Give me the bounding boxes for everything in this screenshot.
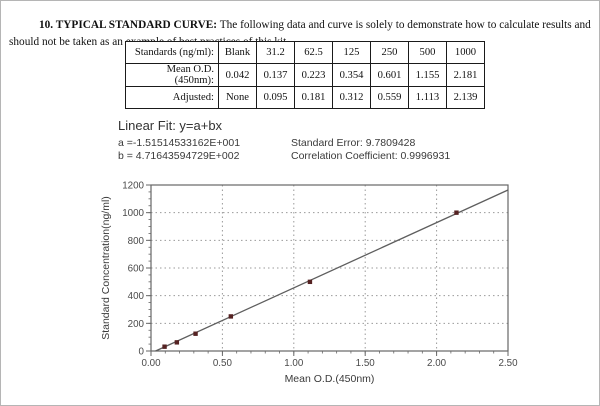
linear-fit-block: Linear Fit: y=a+bx a =-1.51514533162E+00…	[118, 118, 518, 163]
table-cell: None	[218, 86, 257, 109]
table-cell: 0.137	[256, 63, 295, 87]
svg-text:800: 800	[128, 236, 145, 247]
row-label: Standards (ng/ml):	[125, 41, 219, 64]
table-cell: Blank	[218, 41, 257, 64]
svg-text:2.50: 2.50	[498, 358, 518, 369]
standard-error: Standard Error: 9.7809428	[291, 137, 416, 149]
section-paragraph: 10. TYPICAL STANDARD CURVE: The followin…	[9, 17, 595, 50]
svg-text:0.00: 0.00	[141, 358, 161, 369]
row-label: Mean O.D.(450nm):	[125, 63, 219, 87]
svg-text:1200: 1200	[122, 181, 144, 192]
table-cell: 31.2	[256, 41, 295, 64]
svg-text:1000: 1000	[122, 208, 144, 219]
svg-text:400: 400	[128, 291, 145, 302]
coefficient-a: a =-1.51514533162E+001	[118, 137, 241, 149]
standards-table: Standards (ng/ml): Blank 31.2 62.5 125 2…	[125, 41, 485, 109]
table-cell: 2.181	[446, 63, 485, 87]
table-cell: 0.559	[370, 86, 409, 109]
table-cell: 0.601	[370, 63, 409, 87]
row-label: Adjusted:	[125, 86, 219, 109]
linear-fit-heading: Linear Fit: y=a+bx	[118, 118, 223, 133]
table-cell: 0.223	[294, 63, 333, 87]
svg-text:Mean O.D.(450nm): Mean O.D.(450nm)	[285, 373, 375, 385]
table-cell: 1000	[446, 41, 485, 64]
table-row-mean-od: Mean O.D.(450nm): 0.042 0.137 0.223 0.35…	[125, 63, 485, 87]
svg-text:0.50: 0.50	[213, 358, 233, 369]
table-cell: 250	[370, 41, 409, 64]
svg-text:200: 200	[128, 319, 145, 330]
svg-text:Standard Concentration(ng/ml): Standard Concentration(ng/ml)	[100, 196, 112, 340]
coefficient-b: b = 4.71643594729E+002	[118, 150, 240, 162]
svg-text:600: 600	[128, 264, 145, 275]
svg-text:2.00: 2.00	[427, 358, 447, 369]
table-row-standards: Standards (ng/ml): Blank 31.2 62.5 125 2…	[125, 41, 485, 64]
section-title: 10. TYPICAL STANDARD CURVE:	[39, 19, 218, 32]
table-cell: 1.113	[408, 86, 447, 109]
table-cell: 125	[332, 41, 371, 64]
table-cell: 0.181	[294, 86, 333, 109]
table-cell: 0.354	[332, 63, 371, 87]
svg-text:1.00: 1.00	[284, 358, 304, 369]
table-cell: 2.139	[446, 86, 485, 109]
svg-text:0: 0	[139, 347, 145, 358]
table-cell: 62.5	[294, 41, 333, 64]
table-cell: 1.155	[408, 63, 447, 87]
table-cell: 0.312	[332, 86, 371, 109]
table-row-adjusted: Adjusted: None 0.095 0.181 0.312 0.559 1…	[125, 86, 485, 109]
correlation-coefficient: Correlation Coefficient: 0.9996931	[291, 150, 451, 162]
table-cell: 0.095	[256, 86, 295, 109]
table-cell: 0.042	[218, 63, 257, 87]
table-cell: 500	[408, 41, 447, 64]
svg-text:1.50: 1.50	[356, 358, 376, 369]
